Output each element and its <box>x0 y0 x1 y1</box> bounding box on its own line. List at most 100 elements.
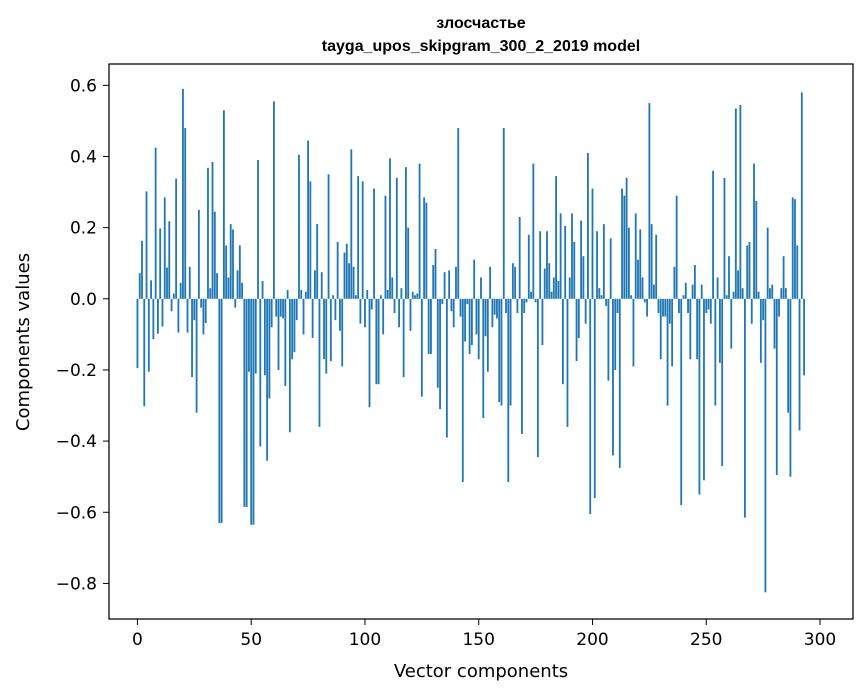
bar <box>334 298 337 321</box>
bar <box>568 277 571 299</box>
bar <box>496 298 498 319</box>
bar <box>259 298 262 447</box>
bar <box>384 195 387 299</box>
bar <box>634 213 637 299</box>
bar <box>493 298 496 315</box>
bar <box>521 298 523 434</box>
bar <box>653 284 655 299</box>
bar <box>502 128 505 299</box>
bar <box>803 298 805 376</box>
bar <box>750 298 753 324</box>
bar <box>405 167 407 299</box>
bar <box>716 277 719 299</box>
bar <box>434 249 437 299</box>
bar <box>329 298 332 362</box>
bar <box>175 178 178 299</box>
bar <box>566 298 569 427</box>
bar <box>263 298 266 376</box>
bar <box>744 298 746 518</box>
bar <box>689 298 692 360</box>
bar <box>757 291 760 299</box>
bar <box>755 200 758 299</box>
bar <box>268 298 271 399</box>
bar <box>732 291 735 299</box>
bar <box>295 298 298 321</box>
bar <box>614 298 617 370</box>
bar <box>696 298 699 360</box>
bar <box>254 298 257 374</box>
bar <box>557 281 560 299</box>
bar <box>518 216 521 299</box>
bar <box>354 295 357 299</box>
bar <box>182 88 184 299</box>
bar <box>477 298 480 360</box>
bar <box>241 282 244 299</box>
bar <box>402 298 405 378</box>
bar <box>693 265 696 299</box>
bar <box>641 277 644 299</box>
bar <box>375 298 378 385</box>
bar <box>398 298 400 328</box>
bar <box>213 211 216 299</box>
bar <box>141 240 143 299</box>
bar <box>461 298 464 483</box>
bar <box>771 284 774 299</box>
bar <box>507 298 510 483</box>
bar <box>780 288 783 299</box>
bar <box>288 298 291 433</box>
bar <box>591 188 594 299</box>
bar <box>250 298 253 525</box>
bar <box>366 289 369 299</box>
bar <box>705 298 708 314</box>
bar <box>184 128 187 299</box>
bar <box>270 298 273 328</box>
bar <box>466 298 469 305</box>
x-tick-label: 0 <box>132 630 143 650</box>
bar <box>457 128 460 299</box>
bar <box>714 298 717 406</box>
bar <box>671 298 674 367</box>
bar <box>172 293 175 299</box>
bar <box>543 268 546 299</box>
bar <box>700 284 703 299</box>
bar <box>741 288 744 299</box>
bar <box>252 298 255 525</box>
bar <box>739 104 742 299</box>
bar <box>541 298 544 346</box>
bar <box>314 270 316 299</box>
bar <box>791 197 794 299</box>
x-tick-label: 50 <box>240 630 262 650</box>
bar <box>712 170 714 299</box>
bar <box>723 177 726 299</box>
y-tick-label: 0.2 <box>70 219 97 239</box>
bar <box>302 298 305 335</box>
bar <box>657 298 660 314</box>
bar <box>332 295 335 299</box>
bar <box>759 298 762 363</box>
bar <box>796 245 799 299</box>
x-tick-label: 150 <box>462 630 494 650</box>
bar <box>687 298 689 314</box>
bar <box>300 289 303 299</box>
bar <box>734 108 737 299</box>
bar <box>443 272 446 299</box>
bar <box>800 92 803 299</box>
bar <box>395 177 398 299</box>
bar <box>639 229 642 299</box>
bar <box>222 110 225 299</box>
bar <box>218 298 221 523</box>
bars-group <box>136 88 805 593</box>
bar <box>659 298 662 360</box>
bar <box>748 241 751 299</box>
bar <box>678 298 680 314</box>
bar <box>152 298 155 340</box>
bar <box>307 140 309 299</box>
bar <box>323 298 325 360</box>
bar <box>668 298 671 324</box>
bar <box>177 298 180 333</box>
bar <box>291 298 294 360</box>
x-tick-label: 250 <box>690 630 722 650</box>
bar <box>655 234 658 299</box>
bar <box>555 176 557 299</box>
